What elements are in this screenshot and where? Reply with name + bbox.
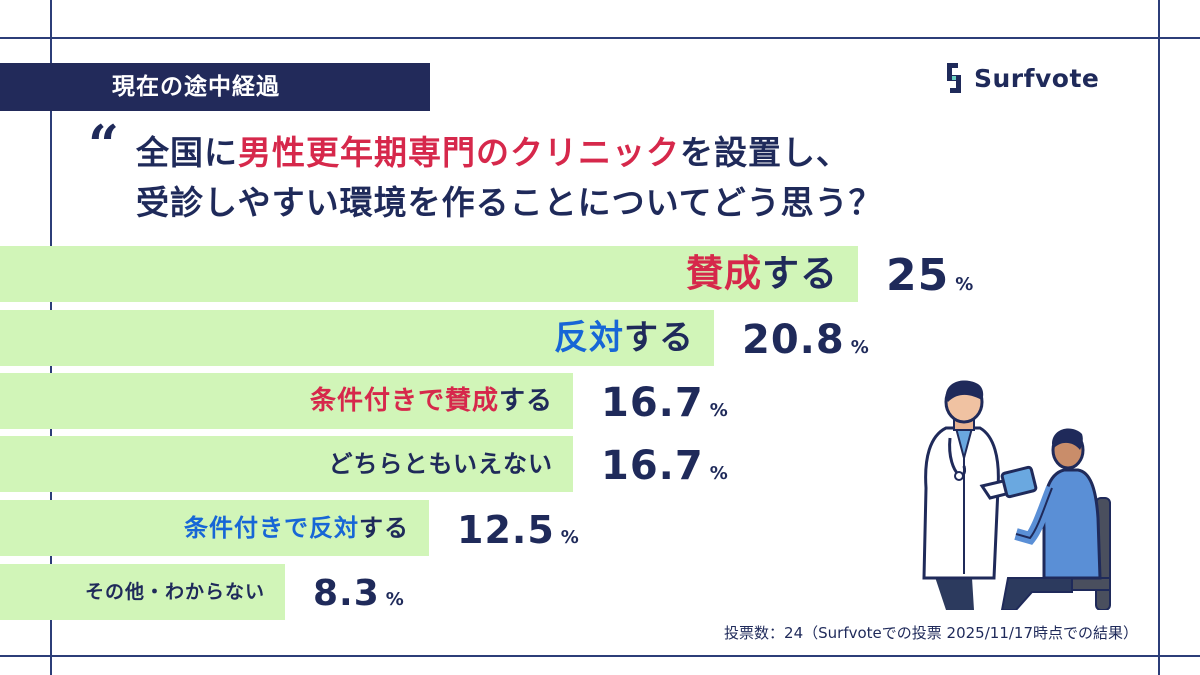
bar-label-part: その他・わからない bbox=[84, 581, 265, 603]
frame-line-right bbox=[1158, 0, 1160, 675]
bar bbox=[0, 373, 573, 429]
question-line-2: 受診しやすい環境を作ることについてどう思う？ bbox=[136, 183, 883, 222]
bar-label: 賛成する bbox=[0, 246, 838, 302]
vote-count-note: 投票数：24（Surfvoteでの投票 2025/11/17時点での結果） bbox=[724, 624, 1138, 642]
value-label: 25% bbox=[886, 246, 974, 302]
value-label: 16.7% bbox=[601, 436, 729, 492]
bar-label-part: 条件付きで賛成 bbox=[309, 386, 499, 416]
bar-label: 反対する bbox=[0, 310, 694, 366]
bar-label: どちらともいえない bbox=[0, 436, 553, 492]
question-line-1: 全国に男性更年期専門のクリニックを設置し、 bbox=[136, 128, 883, 178]
value-number: 20.8 bbox=[742, 317, 845, 363]
bar bbox=[0, 500, 429, 556]
bar-label-part: する bbox=[762, 252, 838, 295]
value-number: 16.7 bbox=[601, 380, 704, 426]
bar-label-part: する bbox=[359, 514, 409, 542]
bar-label-part: する bbox=[624, 318, 694, 358]
bar-label-part: 条件付きで反対 bbox=[184, 514, 359, 542]
surfvote-logo: Surfvote bbox=[944, 60, 1099, 96]
question-line-1-post: を設置し、 bbox=[680, 133, 850, 172]
bar bbox=[0, 436, 573, 492]
value-number: 16.7 bbox=[601, 443, 704, 489]
value-number: 8.3 bbox=[313, 573, 380, 614]
bar-label: その他・わからない bbox=[0, 564, 265, 620]
value-unit: % bbox=[709, 400, 729, 421]
patient-figure bbox=[1000, 428, 1111, 610]
value-label: 12.5% bbox=[457, 500, 580, 556]
bar-label-part: する bbox=[498, 386, 553, 416]
value-unit: % bbox=[709, 463, 729, 484]
bar bbox=[0, 564, 285, 620]
value-unit: % bbox=[385, 589, 405, 610]
question-line-1-pre: 全国に bbox=[136, 133, 238, 172]
value-unit: % bbox=[850, 337, 870, 358]
value-label: 20.8% bbox=[742, 310, 870, 366]
bar bbox=[0, 246, 858, 302]
quote-mark-icon: “ bbox=[88, 113, 120, 177]
value-label: 16.7% bbox=[601, 373, 729, 429]
value-number: 25 bbox=[886, 250, 950, 301]
value-label: 8.3% bbox=[313, 564, 405, 620]
question-highlight: 男性更年期専門のクリニック bbox=[238, 133, 680, 172]
frame-line-top bbox=[0, 37, 1200, 39]
bar-label: 条件付きで賛成する bbox=[0, 373, 553, 429]
bar-label: 条件付きで反対する bbox=[0, 500, 409, 556]
bar bbox=[0, 310, 714, 366]
surfvote-logo-icon bbox=[947, 63, 961, 93]
value-unit: % bbox=[955, 274, 975, 295]
frame-line-bottom bbox=[0, 655, 1200, 657]
bar-label-part: どちらともいえない bbox=[328, 450, 553, 478]
bar-label-part: 賛成 bbox=[686, 252, 762, 295]
logo-text: Surfvote bbox=[974, 63, 1100, 93]
value-unit: % bbox=[560, 527, 580, 548]
question-title: 全国に男性更年期専門のクリニックを設置し、 受診しやすい環境を作ることについてど… bbox=[136, 128, 883, 228]
value-number: 12.5 bbox=[457, 508, 555, 552]
status-label: 現在の途中経過 bbox=[0, 63, 430, 111]
doctor-patient-illustration bbox=[922, 380, 1111, 610]
doctor-figure bbox=[922, 380, 1038, 610]
bar-label-part: 反対 bbox=[554, 318, 624, 358]
